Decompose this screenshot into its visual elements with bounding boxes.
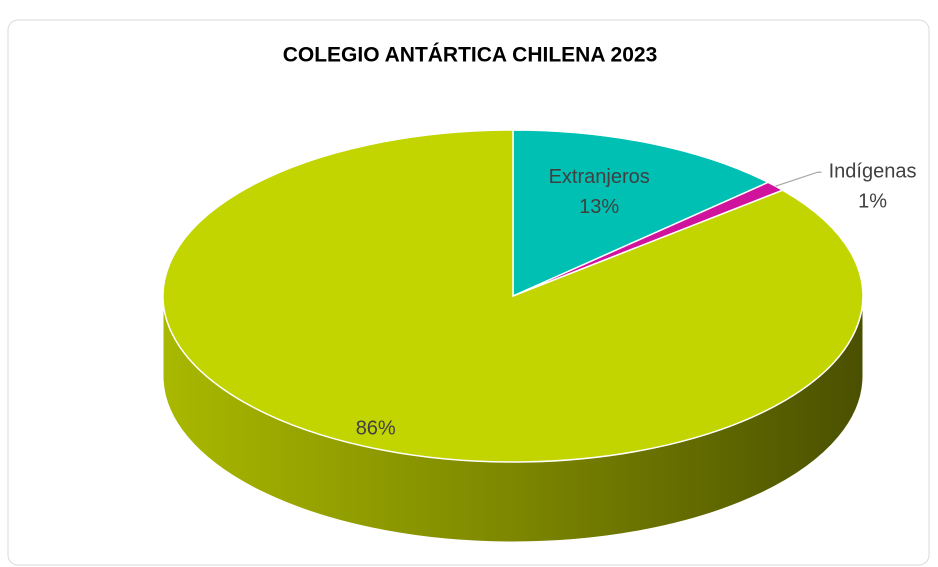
value-label: 13% <box>579 196 619 218</box>
category-label: Extranjeros <box>549 166 650 188</box>
chart-title: COLEGIO ANTÁRTICA CHILENA 2023 <box>283 44 658 67</box>
pie-slice <box>162 129 864 463</box>
leader-line <box>775 171 822 187</box>
value-label: 86% <box>356 417 396 439</box>
pie: Extranjeros 13% Indígenas 1% 86% <box>162 129 917 543</box>
pie-slice <box>512 129 770 298</box>
value-label: 1% <box>858 191 887 213</box>
category-label: Indígenas <box>829 161 917 183</box>
